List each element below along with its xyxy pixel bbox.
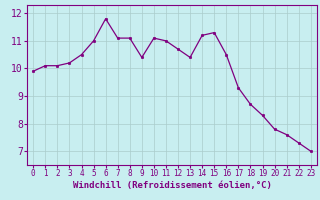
X-axis label: Windchill (Refroidissement éolien,°C): Windchill (Refroidissement éolien,°C) (73, 181, 271, 190)
